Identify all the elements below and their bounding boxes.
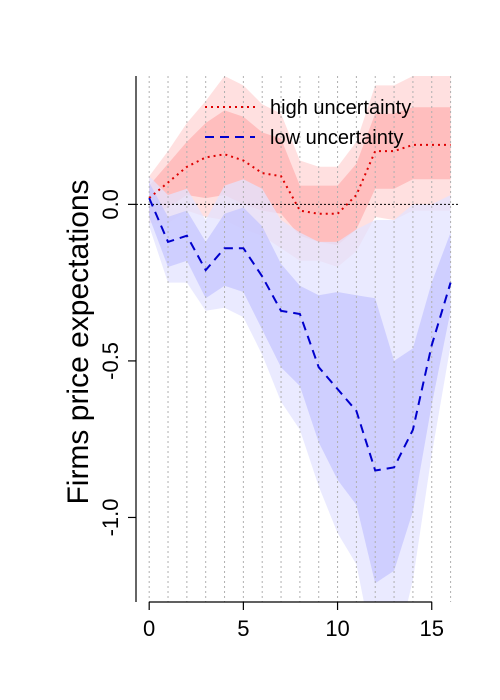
x-tick-label: 5 bbox=[237, 616, 249, 641]
y-tick-label: -1.0 bbox=[98, 499, 123, 537]
axes: 0 5 10 15 0.0 -0.5 -1.0 bbox=[98, 76, 444, 641]
y-tick-label: 0.0 bbox=[98, 189, 123, 220]
y-tick-label: -0.5 bbox=[98, 342, 123, 380]
x-tick-label: 0 bbox=[143, 616, 155, 641]
series-lines bbox=[148, 143, 452, 472]
series-line-low-uncertainty bbox=[148, 197, 452, 472]
legend-label-high-uncertainty: high uncertainty bbox=[270, 97, 411, 119]
legend: high uncertainty low uncertainty bbox=[205, 97, 411, 149]
x-tick-label: 10 bbox=[325, 616, 349, 641]
y-axis-label: Firms price expectations bbox=[62, 179, 95, 504]
x-tick-label: 15 bbox=[420, 616, 444, 641]
legend-label-low-uncertainty: low uncertainty bbox=[270, 127, 403, 149]
